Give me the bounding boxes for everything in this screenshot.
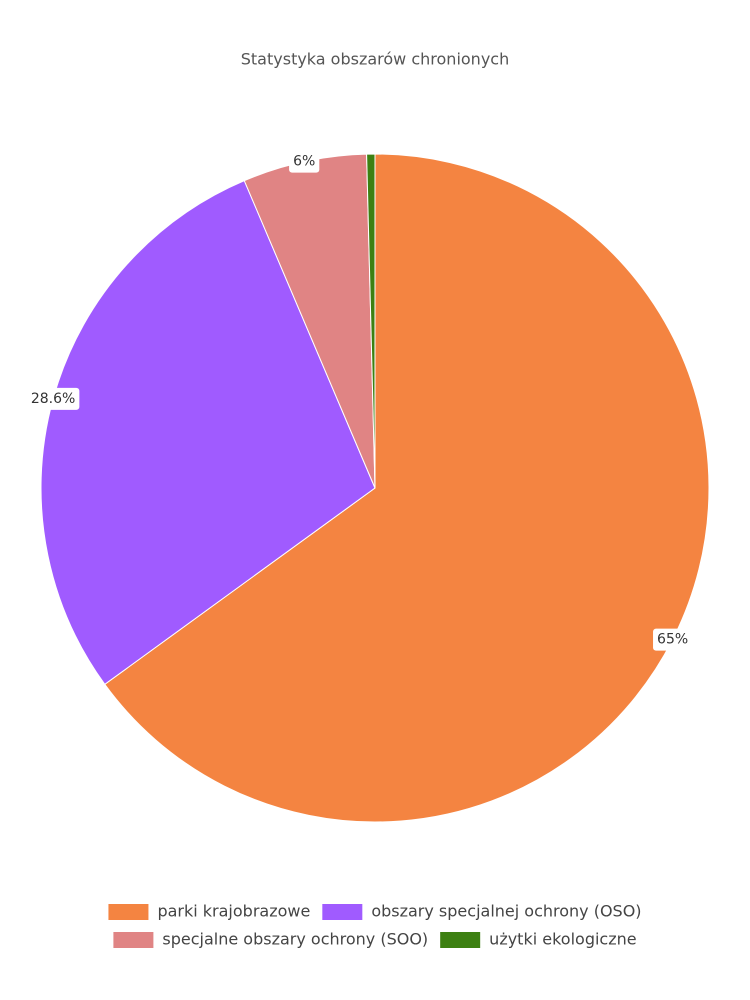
value-label-box [26, 387, 80, 410]
value-label-group: 28.6% [26, 387, 80, 410]
value-label: 6% [293, 154, 315, 170]
legend-label[interactable]: obszary specjalnej ochrony (OSO) [371, 902, 641, 921]
legend-swatch[interactable] [113, 932, 154, 948]
legend-label[interactable]: parki krajobrazowe [157, 902, 310, 921]
value-label-group: 65% [653, 628, 693, 651]
legend-label[interactable]: specjalne obszary ochrony (SOO) [162, 930, 428, 949]
value-label-box [289, 150, 320, 173]
value-label: 28.6% [31, 391, 75, 407]
chart-title: Statystyka obszarów chronionych [241, 50, 509, 69]
pie-slice [366, 153, 376, 489]
value-label-box [653, 628, 693, 651]
legend-swatch[interactable] [108, 904, 149, 920]
legend-label[interactable]: użytki ekologiczne [489, 930, 636, 949]
value-label-group: 6% [289, 150, 320, 173]
legend-swatch[interactable] [322, 904, 363, 920]
legend-swatch[interactable] [440, 932, 481, 948]
value-label: 65% [657, 632, 688, 648]
